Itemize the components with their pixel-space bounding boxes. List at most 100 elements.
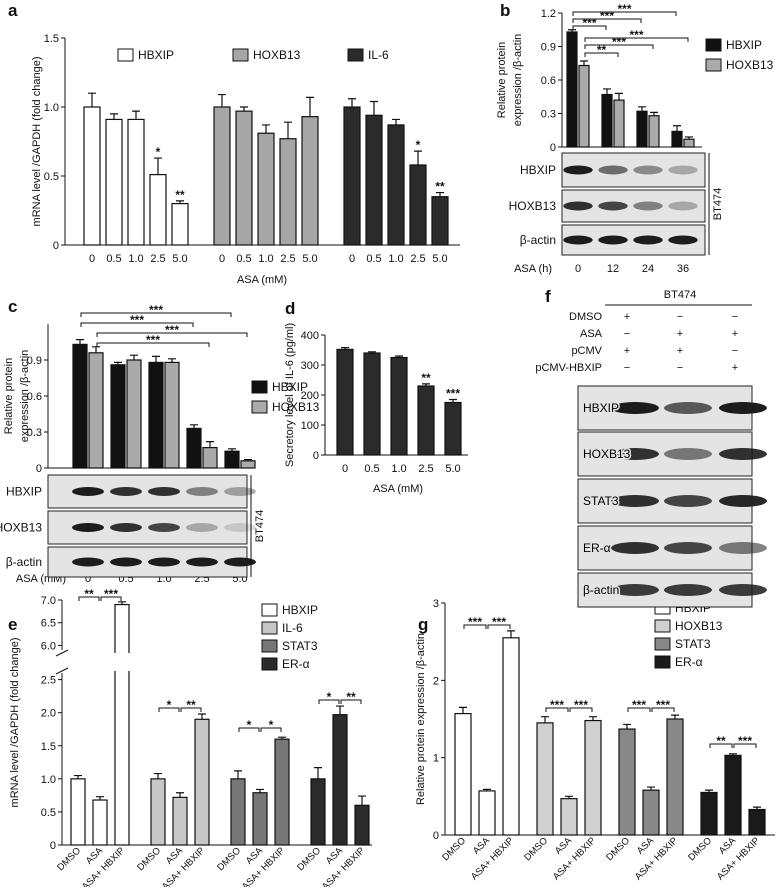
y-tick-label: 200 [301,390,319,402]
error-bar [341,347,349,350]
error-bar [96,796,104,801]
significance-bracket [78,596,100,601]
condition-sign: + [677,345,683,357]
error-bar [228,448,236,452]
panel-letter: c [8,297,17,316]
condition-label: DMSO [569,311,602,323]
y-tick-label: 2.0 [41,708,56,720]
blot-band [224,487,256,496]
y-tick-label: 0.5 [44,171,59,183]
blot-band [110,557,142,567]
significance-label: *** [582,16,596,30]
bar [724,754,742,836]
blot-band [148,487,180,496]
condition-sign: − [624,328,630,340]
condition-sign: − [677,311,683,323]
legend-swatch [117,48,134,62]
error-bar [118,601,126,605]
error-bar [647,786,655,791]
bar [566,31,578,148]
x-axis-label: ASA (mM) [373,483,423,495]
condition-label: pCMV-HBXIP [535,362,602,374]
x-tick-label: 0 [89,253,95,265]
bar [343,106,361,246]
bar [149,174,167,246]
bar [126,359,142,469]
y-tick-label: 0 [433,830,439,842]
x-tick-label: 0 [85,573,91,585]
blot-band [72,557,104,567]
cell-line-label: BT474 [664,289,696,301]
condition-sign: − [624,362,630,374]
significance-bracket [100,596,122,601]
significance-label: *** [656,698,670,712]
panel-letter: b [500,1,510,20]
blot-band [611,495,659,507]
legend-label: ER-α [675,655,703,669]
y-tick-label: 6.0 [41,640,56,652]
y-tick-label: 1.0 [44,102,59,114]
significance-label: ** [186,698,196,712]
x-tick-label: DMSO [686,835,714,863]
error-bar [244,459,252,461]
legend-label: HBXIP [282,603,318,617]
condition-sign: + [732,362,738,374]
significance-bracket [340,699,362,704]
condition-sign: − [732,345,738,357]
bar [72,343,88,469]
bar [83,106,101,246]
bar [171,203,189,246]
error-bar [218,93,226,107]
error-bar [436,191,444,197]
error-bar [449,398,457,403]
y-tick-label: 0.9 [541,42,556,54]
x-tick-label: DMSO [215,845,243,873]
significance-bracket [572,25,607,30]
blot-band [224,557,256,567]
error-bar [638,106,646,112]
legend-swatch [261,639,278,653]
error-bar [370,100,378,116]
bar [164,361,180,469]
significance-label: *** [632,698,646,712]
panel-letter: a [8,1,18,20]
error-bar [256,788,264,793]
legend-swatch [654,619,671,633]
error-bar [110,113,118,120]
error-bar [240,106,248,112]
blot-band [148,557,180,567]
bar [88,352,104,469]
bar [748,808,766,836]
bar [235,110,253,246]
bar [683,138,695,148]
significance-bracket [158,707,180,712]
x-tick-label: DMSO [604,835,632,863]
significance-label: *** [146,333,160,347]
bar [114,603,130,846]
condition-label: pCMV [571,345,602,357]
significance-bracket [238,727,260,732]
legend-label: HOXB13 [726,58,774,72]
bar [584,719,602,836]
significance-label: *** [600,9,614,23]
legend-label: STAT3 [675,637,711,651]
bar [172,796,188,846]
blot-band [668,235,698,245]
y-tick-label: 6.5 [41,618,56,630]
x-tick-label: 24 [642,263,654,275]
significance-label: * [247,718,252,732]
bar [613,99,625,148]
bar [636,110,648,148]
legend-label: IL-6 [368,48,389,62]
blot-row-label: β-actin [583,583,619,597]
error-bar [395,355,403,358]
y-axis-label: expression /β-actin [19,350,31,443]
y-axis-label: expression /β-actin [512,34,524,127]
bar [310,778,326,846]
legend-label: IL-6 [282,621,303,635]
error-bar [348,98,356,107]
significance-label: ** [421,371,431,385]
x-tick-label: 0 [342,463,348,475]
bar [213,106,231,246]
error-bar [589,716,597,721]
